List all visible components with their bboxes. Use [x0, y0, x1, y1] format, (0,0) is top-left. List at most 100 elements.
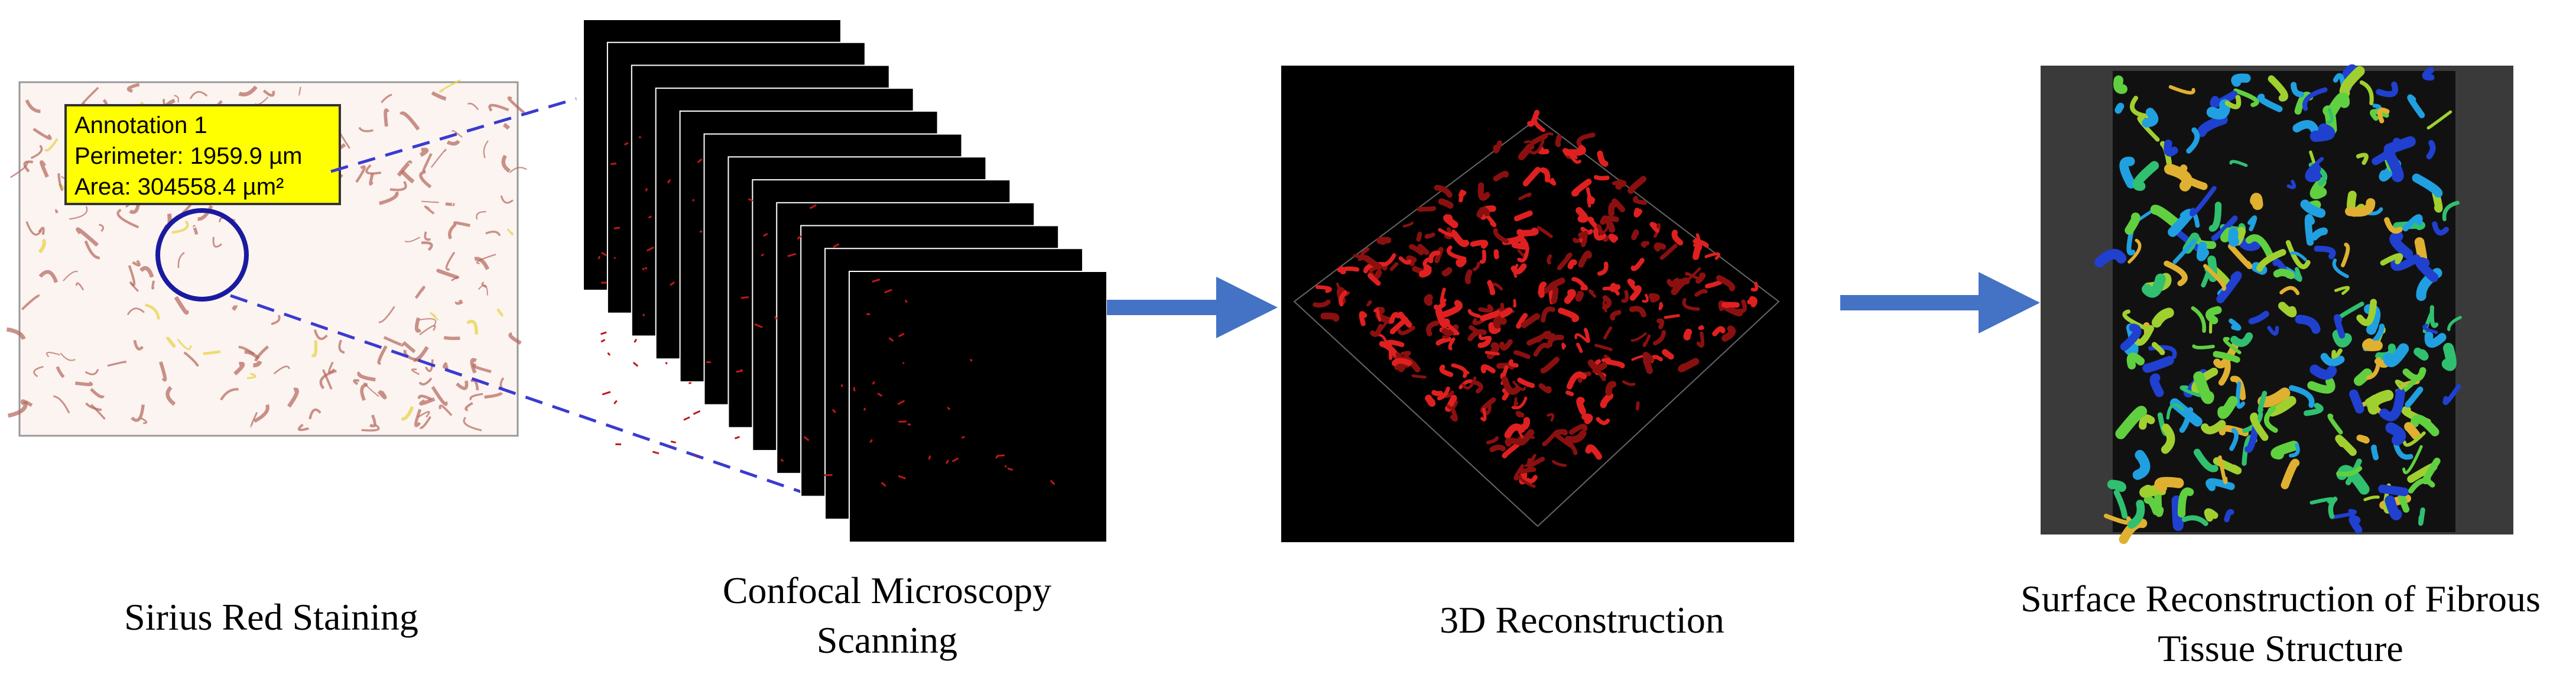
fiber-3d [1360, 247, 1370, 259]
fiber-3d [1438, 198, 1454, 209]
tissue-fiber [126, 83, 140, 93]
fiber-3d [1424, 294, 1433, 306]
fiber-3d [1500, 365, 1509, 380]
fiber-3d [1662, 349, 1674, 360]
fiber-3d [1363, 255, 1382, 270]
fiber-surface [2197, 115, 2228, 137]
fiber-surface [2201, 420, 2226, 435]
fiber-surface [2142, 355, 2174, 373]
fiber-surface [2380, 253, 2403, 266]
fiber-3d [1526, 453, 1536, 465]
fiber-surface [2349, 389, 2364, 414]
tissue-fiber [55, 209, 59, 214]
zoom-line [330, 97, 577, 173]
tissue-fiber [212, 237, 222, 248]
tissue-fiber [454, 299, 463, 305]
fiber-surface [2113, 75, 2128, 94]
fiber-3d [1428, 250, 1441, 264]
fiber-3d [1527, 109, 1540, 127]
tissue-fiber [358, 127, 373, 132]
fiber-surface [2196, 241, 2210, 261]
fiber-surface [2094, 249, 2127, 268]
tissue-fiber [401, 406, 414, 421]
tissue-fiber [165, 336, 177, 348]
tissue-fiber [128, 265, 136, 287]
fiber-3d [1376, 237, 1392, 245]
fiber-3d [1484, 351, 1500, 356]
scan-signal [780, 458, 784, 462]
scan-signal [947, 406, 951, 410]
fiber-3d [1654, 242, 1667, 252]
fiber-surface [2273, 268, 2295, 280]
fiber-3d [1471, 380, 1483, 394]
fiber-3d [1517, 377, 1535, 388]
tissue-fiber [273, 365, 290, 375]
fiber-3d [1497, 303, 1505, 313]
surface-reconstruction [2041, 64, 2513, 545]
fiber-3d [1513, 299, 1517, 308]
fiber-3d [1555, 134, 1562, 147]
fiber-3d [1366, 300, 1372, 307]
tissue-fiber [417, 411, 430, 418]
tissue-fiber [139, 266, 154, 278]
fiber-3d [1499, 339, 1513, 351]
fiber-surface [2204, 508, 2218, 522]
fiber-surface [2424, 331, 2447, 348]
fiber-3d [1600, 225, 1609, 236]
tissue-fiber [33, 365, 44, 377]
fiber-surface [2164, 260, 2188, 287]
fiber-surface [2418, 507, 2425, 526]
tissue-fiber [10, 161, 28, 179]
tissue-fiber [430, 312, 439, 321]
fiber-surface [2291, 82, 2304, 98]
fiber-3d [1437, 386, 1450, 401]
fiber-surface [2193, 448, 2218, 472]
fiber-surface [2356, 299, 2377, 326]
tissue-fiber [353, 379, 360, 386]
fiber-3d [1315, 285, 1332, 293]
scan-signal [797, 235, 802, 240]
tissue-fiber [418, 377, 433, 386]
tissue-fiber [451, 129, 463, 138]
tissue-fiber [507, 96, 525, 114]
fiber-3d [1517, 424, 1524, 439]
fiber-surface [2168, 85, 2195, 95]
tissue-fiber [53, 395, 70, 414]
tissue-fiber [500, 195, 514, 204]
tissue-fiber [90, 388, 105, 399]
fiber-3d [1402, 221, 1414, 228]
fiber-3d [1576, 397, 1586, 415]
scan-signal [670, 281, 675, 286]
tissue-fiber [360, 383, 368, 401]
fiber-3d [1642, 293, 1649, 303]
fiber-surface [2130, 95, 2149, 119]
fiber-3d [1441, 300, 1463, 318]
fiber-3d [1600, 392, 1614, 409]
scan-signal [996, 454, 1005, 457]
tissue-fiber [140, 417, 148, 425]
fiber-surface [2285, 239, 2311, 270]
step-label: Scanning [817, 619, 957, 661]
tissue-fiber [233, 361, 245, 376]
fiber-3d [1642, 334, 1651, 348]
scan-signal [969, 358, 973, 362]
scan-signal [898, 475, 907, 480]
tissue-fiber [85, 402, 102, 412]
fiber-surface [2384, 217, 2403, 234]
tissue-fiber [40, 160, 49, 178]
fiber-surface [2270, 440, 2299, 460]
tissue-fiber [33, 128, 52, 140]
fiber-3d [1451, 231, 1470, 247]
fiber-3d [1574, 333, 1589, 343]
tissue-fiber [174, 95, 180, 103]
fiber-3d [1502, 442, 1520, 459]
fiber-surface [2224, 508, 2234, 523]
fiber-3d [1538, 331, 1551, 341]
fiber-3d [1682, 297, 1700, 311]
fiber-3d [1629, 306, 1646, 318]
fiber-3d [1489, 444, 1506, 452]
fiber-3d [1456, 258, 1467, 268]
fiber-surface [2257, 391, 2268, 413]
fiber-3d [1594, 344, 1613, 352]
fiber-3d [1424, 232, 1435, 239]
